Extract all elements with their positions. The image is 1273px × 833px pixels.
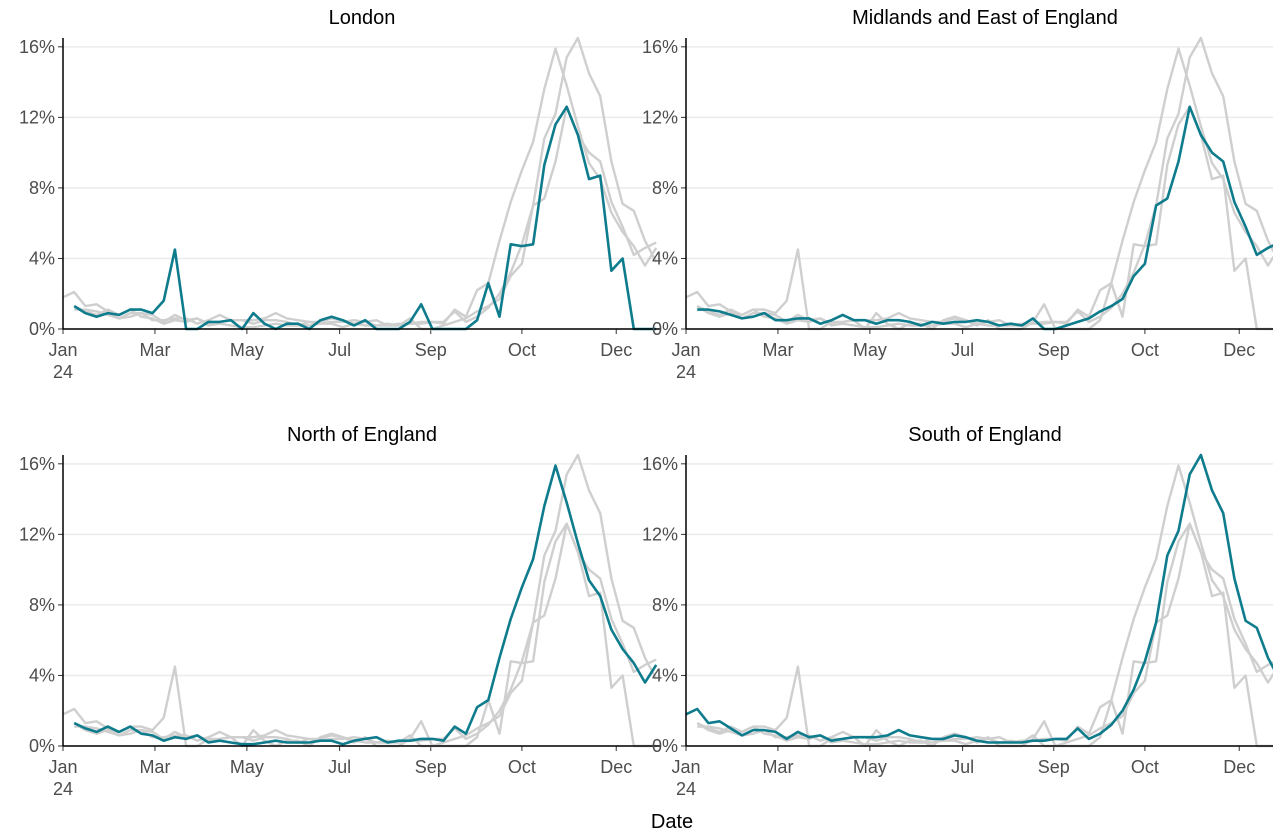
highlight-line xyxy=(697,105,1273,331)
context-line xyxy=(73,522,657,748)
context-line xyxy=(74,522,657,748)
x-tick-label: Jul xyxy=(951,757,974,777)
x-tick-label: Jan 24 xyxy=(671,757,700,799)
y-tick-label: 0% xyxy=(652,319,678,339)
y-tick-label: 8% xyxy=(652,178,678,198)
y-tick-label: 0% xyxy=(29,736,55,756)
panel-title: South of England xyxy=(908,424,1061,446)
context-line xyxy=(73,47,658,329)
x-tick-label: May xyxy=(230,757,264,777)
x-tick-label: Oct xyxy=(508,757,536,777)
x-tick-label: Sep xyxy=(1038,340,1070,360)
x-tick-label: Oct xyxy=(508,340,536,360)
x-tick-label: Mar xyxy=(139,340,170,360)
x-tick-label: Sep xyxy=(1038,757,1070,777)
x-tick-label: Jul xyxy=(328,757,351,777)
context-line xyxy=(696,105,1273,331)
x-tick-label: May xyxy=(230,340,264,360)
panel-title: Midlands and East of England xyxy=(852,7,1118,29)
context-line xyxy=(696,522,1273,748)
x-tick-label: Dec xyxy=(600,340,632,360)
x-tick-label: Dec xyxy=(600,757,632,777)
x-tick-label: Jan 24 xyxy=(48,757,77,799)
y-tick-label: 12% xyxy=(19,107,55,127)
y-tick-label: 8% xyxy=(652,595,678,615)
x-tick-label: May xyxy=(853,757,887,777)
highlight-line xyxy=(685,453,1273,744)
x-tick-label: Oct xyxy=(1131,340,1159,360)
x-tick-label: Jul xyxy=(328,340,351,360)
x-tick-label: Oct xyxy=(1131,757,1159,777)
context-line xyxy=(74,105,657,331)
y-tick-label: 4% xyxy=(29,665,55,685)
x-tick-label: Sep xyxy=(415,340,447,360)
panel-title: North of England xyxy=(287,424,437,446)
x-tick-label: Mar xyxy=(762,340,793,360)
y-tick-label: 16% xyxy=(642,37,678,57)
y-tick-label: 0% xyxy=(652,736,678,756)
context-line xyxy=(696,464,1273,746)
y-tick-label: 8% xyxy=(29,178,55,198)
y-tick-label: 0% xyxy=(29,319,55,339)
x-tick-label: Jul xyxy=(951,340,974,360)
x-tick-label: May xyxy=(853,340,887,360)
y-tick-label: 16% xyxy=(19,454,55,474)
x-tick-label: Jan 24 xyxy=(671,340,700,382)
highlight-line xyxy=(73,464,658,746)
x-axis-label: Date xyxy=(651,811,693,833)
y-tick-label: 12% xyxy=(642,524,678,544)
y-tick-label: 4% xyxy=(652,248,678,268)
y-tick-label: 16% xyxy=(642,454,678,474)
x-tick-label: Mar xyxy=(139,757,170,777)
context-line xyxy=(685,36,1273,327)
y-tick-label: 8% xyxy=(29,595,55,615)
context-line xyxy=(62,453,658,744)
context-line xyxy=(62,36,658,327)
y-tick-label: 16% xyxy=(19,37,55,57)
y-tick-label: 12% xyxy=(642,107,678,127)
x-tick-label: Mar xyxy=(762,757,793,777)
x-tick-label: Sep xyxy=(415,757,447,777)
y-tick-label: 4% xyxy=(29,248,55,268)
x-tick-label: Dec xyxy=(1223,757,1255,777)
y-tick-label: 12% xyxy=(19,524,55,544)
context-line xyxy=(697,522,1273,748)
highlight-line xyxy=(73,105,657,331)
x-tick-label: Dec xyxy=(1223,340,1255,360)
panel-title: London xyxy=(329,7,396,29)
x-tick-label: Jan 24 xyxy=(48,340,77,382)
y-tick-label: 4% xyxy=(652,665,678,685)
